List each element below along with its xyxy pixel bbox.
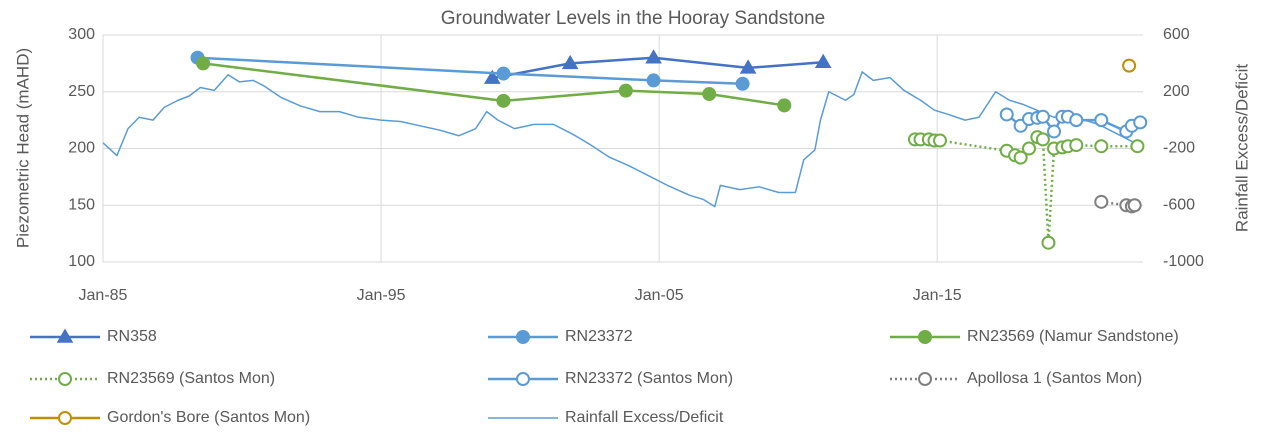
data-point [702, 87, 717, 102]
legend-marker [56, 328, 74, 343]
x-tick-label: Jan-05 [635, 287, 684, 304]
data-point [1133, 115, 1148, 130]
data-point [1122, 58, 1137, 73]
x-tick-label: Jan-15 [913, 287, 962, 304]
data-point [1041, 235, 1056, 250]
y2-tick-label: 200 [1163, 83, 1190, 100]
data-point [483, 69, 501, 84]
data-point [1069, 113, 1084, 128]
data-point [1130, 139, 1145, 154]
y-axis-title: Piezometric Head (mAHD) [13, 48, 32, 248]
data-point [1127, 198, 1142, 213]
legend-label: Gordon's Bore (Santos Mon) [107, 409, 310, 426]
legend-label: RN23372 (Santos Mon) [565, 370, 733, 387]
legend-marker [918, 372, 932, 386]
data-point [1069, 138, 1084, 153]
data-point [1094, 139, 1109, 154]
legend-label: Rainfall Excess/Deficit [565, 409, 724, 426]
data-point [777, 98, 792, 113]
series-line [197, 56, 743, 86]
legend-label: Apollosa 1 (Santos Mon) [967, 370, 1142, 387]
data-point [1035, 132, 1050, 147]
data-point [645, 49, 662, 64]
legend-marker [516, 372, 530, 386]
y-tick-label: 150 [68, 196, 95, 213]
y2-tick-label: -1000 [1163, 253, 1204, 270]
data-point [196, 56, 211, 71]
y-tick-label: 300 [68, 26, 95, 43]
y2-tick-label: -200 [1163, 140, 1195, 157]
legend-marker [58, 372, 72, 386]
legend-label: RN358 [107, 328, 157, 345]
y2-axis-title: Rainfall Excess/Deficit [1232, 64, 1251, 232]
y-tick-label: 100 [68, 253, 95, 270]
y2-tick-label: -600 [1163, 196, 1195, 213]
legend-marker [58, 411, 72, 425]
y-tick-label: 200 [68, 140, 95, 157]
y-tick-label: 250 [68, 83, 95, 100]
legend-label: RN23569 (Santos Mon) [107, 370, 275, 387]
data-point [496, 66, 511, 81]
chart-title: Groundwater Levels in the Hooray Sandsto… [441, 8, 825, 29]
data-point [561, 54, 579, 70]
x-tick-label: Jan-85 [79, 287, 128, 304]
data-point [1035, 109, 1050, 124]
data-point [618, 83, 633, 98]
legend-label: RN23372 [565, 328, 633, 345]
data-point [933, 133, 948, 148]
data-point [814, 53, 832, 68]
data-point [1094, 194, 1109, 209]
data-point [496, 93, 511, 108]
data-point [1021, 141, 1036, 156]
legend-marker [516, 330, 530, 344]
legend-marker [918, 330, 932, 344]
x-tick-label: Jan-95 [357, 287, 406, 304]
legend-label: RN23569 (Namur Sandstone) [967, 328, 1179, 345]
data-point [999, 107, 1014, 122]
data-point [1013, 150, 1028, 165]
data-point [735, 76, 750, 91]
series-line [202, 62, 785, 107]
data-point [739, 59, 757, 74]
series-line [102, 71, 1141, 208]
data-point [646, 73, 661, 88]
data-point [1094, 113, 1109, 128]
data-point [1047, 124, 1062, 139]
y2-tick-label: 600 [1163, 26, 1190, 43]
